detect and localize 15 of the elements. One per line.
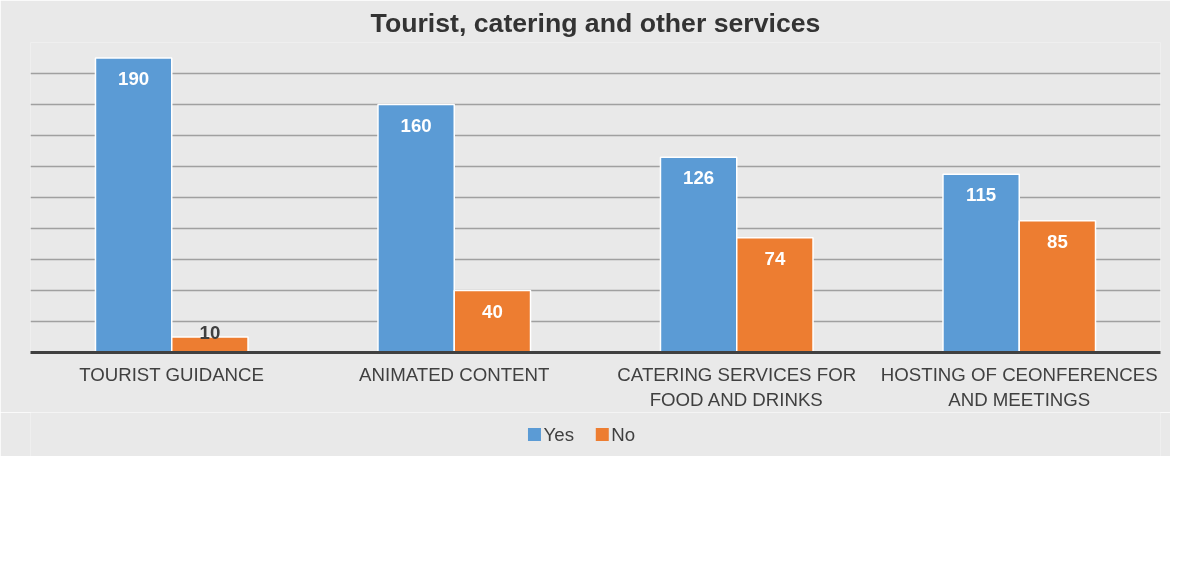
data-label: 85 <box>1047 230 1068 252</box>
data-label: 160 <box>400 114 432 136</box>
chart-title: Tourist, catering and other services <box>370 7 821 38</box>
x-tick-label: ANIMATED CONTENT <box>359 363 550 385</box>
x-tick-label: CATERING SERVICES FOR FOOD AND DRINKS <box>617 363 857 410</box>
data-label: 40 <box>482 300 503 322</box>
data-label: 115 <box>966 184 997 206</box>
x-tick-label: TOURIST GUIDANCE <box>79 363 265 385</box>
data-label: 126 <box>683 167 715 189</box>
data-label: 74 <box>764 247 786 269</box>
data-label: 190 <box>118 68 150 89</box>
data-label: 10 <box>199 322 221 343</box>
legend-label: No <box>611 424 636 445</box>
legend-label: Yes <box>543 424 574 445</box>
x-tick-label: HOSTING OF CEONFERENCES AND MEETINGS <box>880 363 1158 410</box>
